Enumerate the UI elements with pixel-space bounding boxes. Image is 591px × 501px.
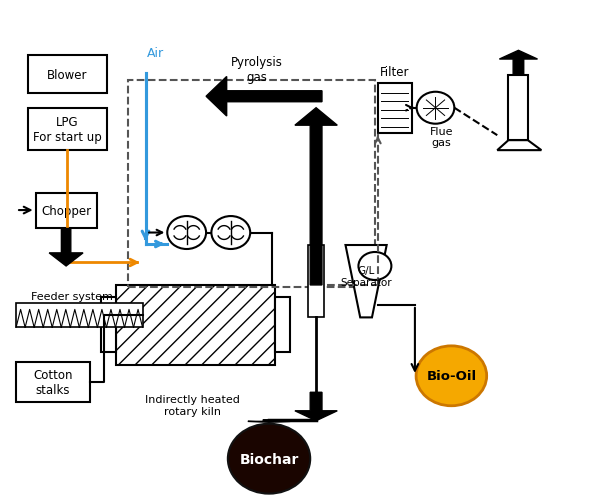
Text: Cotton
stalks: Cotton stalks [33,369,73,396]
Text: Blower: Blower [47,69,88,81]
Polygon shape [248,420,290,422]
Polygon shape [206,77,322,117]
Circle shape [417,93,454,124]
Text: Biochar: Biochar [239,452,298,466]
Text: G/L
Separator: G/L Separator [340,266,392,288]
Bar [16,363,90,402]
Text: Indirectly heated
rotary kiln: Indirectly heated rotary kiln [145,394,240,416]
Text: Pyrolysis
gas: Pyrolysis gas [231,56,283,84]
Bar [378,84,412,133]
Bar [128,81,375,288]
Bar [102,298,116,353]
Bar [309,245,324,318]
Circle shape [358,253,391,281]
Circle shape [212,216,250,249]
Polygon shape [49,229,83,267]
Circle shape [416,346,486,406]
Polygon shape [497,141,541,151]
Circle shape [228,424,310,493]
Bar [28,109,108,151]
Polygon shape [499,51,537,76]
Polygon shape [295,109,337,286]
Polygon shape [295,392,337,421]
Bar [275,298,290,353]
Text: Flue
gas: Flue gas [430,127,453,148]
Text: Bio-Oil: Bio-Oil [426,370,476,383]
Bar [116,286,275,365]
Circle shape [167,216,206,249]
Text: Chopper: Chopper [41,204,92,217]
Text: LPG
For start up: LPG For start up [33,116,102,144]
Text: Feeder system: Feeder system [31,292,113,301]
Bar [35,193,98,228]
Text: Air: Air [147,47,164,60]
Bar [28,56,108,94]
Bar [16,304,142,328]
Polygon shape [346,245,387,318]
Bar [508,76,528,141]
Text: Filter: Filter [380,66,410,79]
